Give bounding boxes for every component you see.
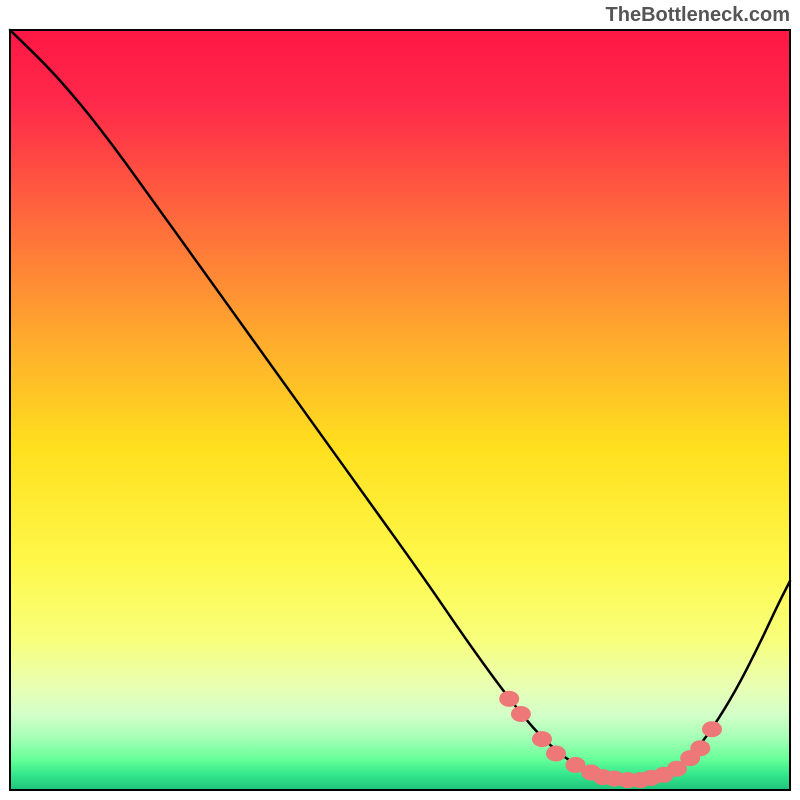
watermark-text: TheBottleneck.com [606, 4, 790, 27]
bottleneck-chart: TheBottleneck.com [0, 0, 800, 800]
curve-marker [690, 740, 710, 756]
gradient-background [10, 30, 790, 790]
curve-marker [499, 691, 519, 707]
curve-marker [511, 706, 531, 722]
curve-marker [532, 731, 552, 747]
chart-svg [0, 0, 800, 800]
curve-marker [546, 746, 566, 762]
curve-marker [702, 721, 722, 737]
